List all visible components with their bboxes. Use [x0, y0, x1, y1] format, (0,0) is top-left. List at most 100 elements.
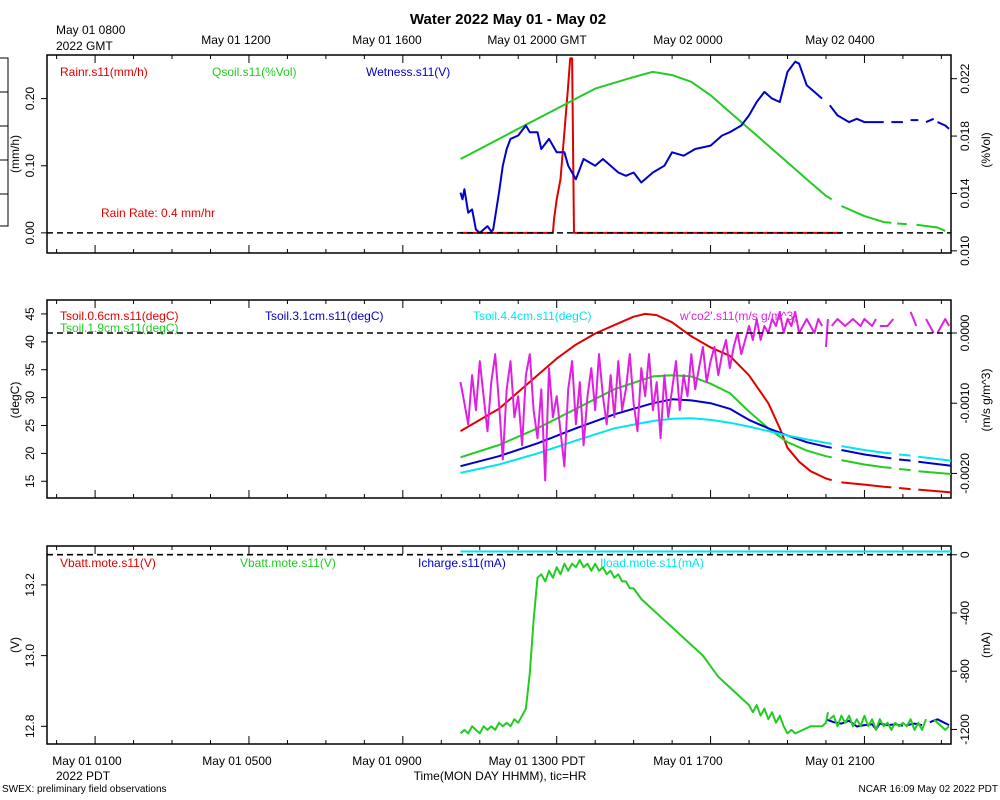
- y-tick-label-left: 20: [23, 446, 37, 460]
- legend-vbatt-red: Vbatt.mote.s11(V): [60, 556, 156, 570]
- top-axis-label: May 02 0400: [805, 33, 875, 47]
- panel-bottom: 12.8 13.0 13.2 -1200 -800 -400 0 Vbatt.mote.s1…: [8, 545, 993, 745]
- legend-tsoil-1-9: Tsoil.1.9cm.s11(degC): [60, 321, 179, 335]
- y-tick-label-right: 0.010: [958, 236, 972, 266]
- top-axis: May 01 0800 2022 GMT May 01 1200 May 01 …: [56, 23, 875, 53]
- y-tick-label-left: 40: [23, 335, 37, 349]
- y-tick-label-right: 0.022: [958, 63, 972, 93]
- edge-box-ticks: [0, 91, 8, 195]
- series-line: [899, 458, 911, 462]
- top-axis-label: May 02 0000: [653, 33, 723, 47]
- panel-bottom-ticks: 12.8 13.0 13.2 -1200 -800 -400 0: [23, 546, 972, 745]
- panel-bottom-lines: [47, 550, 951, 735]
- y-tick-label-left: 30: [23, 391, 37, 405]
- legend-qsoil: Qsoil.s11(%Vol): [212, 65, 296, 79]
- y-tick-label-left: 35: [23, 363, 37, 377]
- bottom-axis-label: May 01 2100: [805, 754, 875, 768]
- series-line: [459, 312, 832, 482]
- legend-icharge: Icharge.s11(mA): [418, 556, 506, 570]
- series-line: [916, 223, 946, 232]
- y-tick-label-left: 0.20: [23, 87, 37, 111]
- top-axis-label: May 01 1200: [201, 33, 271, 47]
- legend-tsoil-4-4: Tsoil.4.4cm.s11(degC): [473, 309, 592, 323]
- series-line: [460, 57, 842, 234]
- y-tick-label-right: 0.0000: [958, 314, 972, 351]
- legend-wco2: w'co2'.s11(m/s g/m^3): [679, 309, 797, 323]
- series-line: [918, 455, 952, 462]
- legend-iload: Iload.mote.s11(mA): [600, 556, 704, 570]
- series-line: [841, 445, 892, 455]
- right-axis-label: (m/s g/m^3): [979, 369, 993, 432]
- y-tick-label-right: 0.018: [958, 121, 972, 151]
- panel-top-lines: [47, 57, 951, 234]
- y-tick-label-left: 25: [23, 418, 37, 432]
- series-line: [841, 481, 892, 489]
- legend-rainr: Rainr.s11(mm/h): [60, 65, 148, 79]
- y-tick-label-left: 0.00: [23, 221, 37, 245]
- y-tick-label-left: 13.2: [23, 573, 37, 597]
- edge-box: [0, 57, 9, 227]
- series-line: [460, 398, 832, 468]
- x-axis-title: Time(MON DAY HHMM), tic=HR: [414, 769, 587, 783]
- y-tick-label-right: -400: [958, 601, 972, 625]
- y-tick-label-left: 13.0: [23, 644, 37, 668]
- panel-middle: 15 20 25 30 35 40 45 -0.0020 -0.0010 0.0000 Tsoil…: [8, 299, 993, 499]
- bottom-axis-label: May 01 0500: [202, 754, 272, 768]
- series-line: [841, 459, 892, 469]
- series-line: [829, 714, 927, 731]
- y-tick-label-left: 12.8: [23, 714, 37, 738]
- series-line: [925, 318, 935, 334]
- series-line: [925, 117, 935, 124]
- chart-title: Water 2022 May 01 - May 02: [410, 11, 606, 28]
- top-axis-first-label-line1: May 01 0800: [56, 23, 126, 37]
- series-line: [899, 468, 911, 472]
- footer-right: NCAR 16:09 May 02 2022 PDT: [858, 784, 998, 795]
- footer-left: SWEX: preliminary field observations: [2, 784, 167, 795]
- y-tick-label-left: 15: [23, 474, 37, 488]
- bottom-axis-label: May 01 1300 PDT: [489, 754, 586, 768]
- legend-vbatt-green: Vbatt.mote.s11(V): [240, 556, 336, 570]
- series-line: [460, 70, 833, 201]
- top-axis-first-label-line2: 2022 GMT: [56, 39, 113, 53]
- bottom-axis-label: May 01 0100: [52, 754, 122, 768]
- bottom-axis: May 01 0100 May 01 0500 May 01 0900 May …: [52, 754, 875, 783]
- top-axis-label: May 01 1600: [352, 33, 422, 47]
- series-line: [460, 417, 832, 474]
- series-line: [909, 311, 918, 327]
- legend-tsoil-0-6: Tsoil.0.6cm.s11(degC): [60, 309, 179, 323]
- y-tick-label-right: 0: [958, 551, 972, 558]
- panel-middle-lines: [47, 310, 952, 494]
- top-axis-label: May 01 2000 GMT: [487, 33, 587, 47]
- legend-wetness: Wetness.s11(V): [366, 65, 450, 79]
- left-axis-label: (mm/h): [8, 135, 22, 173]
- series-line: [897, 222, 907, 226]
- bottom-axis-label: May 01 0900: [352, 754, 422, 768]
- panel-bottom-frame: [46, 545, 952, 745]
- panel-top: 0.00 0.10 0.20 0.010 0.014 0.018 0.022 Rainr.s…: [8, 54, 993, 266]
- series-line: [929, 718, 950, 726]
- series-line: [830, 318, 877, 327]
- y-tick-label-right: -1200: [958, 714, 972, 745]
- right-axis-label: (mA): [979, 632, 993, 658]
- series-line: [825, 318, 829, 348]
- series-line: [918, 470, 952, 475]
- series-line: [459, 559, 829, 735]
- series-line: [459, 60, 823, 234]
- series-line: [936, 318, 950, 334]
- left-axis-label: (V): [8, 637, 22, 653]
- y-tick-label-right: 0.014: [958, 178, 972, 208]
- y-tick-label-left: 0.10: [23, 154, 37, 178]
- series-line: [918, 488, 952, 494]
- panel-top-ticks: 0.00 0.10 0.20 0.010 0.014 0.018 0.022: [23, 55, 972, 266]
- y-tick-label-right: -0.0010: [958, 383, 972, 424]
- right-axis-label: (%Vol): [979, 132, 993, 167]
- bottom-axis-label: May 01 1700: [653, 754, 723, 768]
- series-line: [899, 453, 911, 457]
- series-line: [937, 121, 950, 130]
- y-tick-label-right: -800: [958, 659, 972, 683]
- series-line: [829, 104, 884, 124]
- left-axis-label: (degC): [8, 382, 22, 419]
- panel-middle-ticks: 15 20 25 30 35 40 45 -0.0020 -0.0010 0.0000: [23, 300, 972, 498]
- series-line: [459, 310, 823, 482]
